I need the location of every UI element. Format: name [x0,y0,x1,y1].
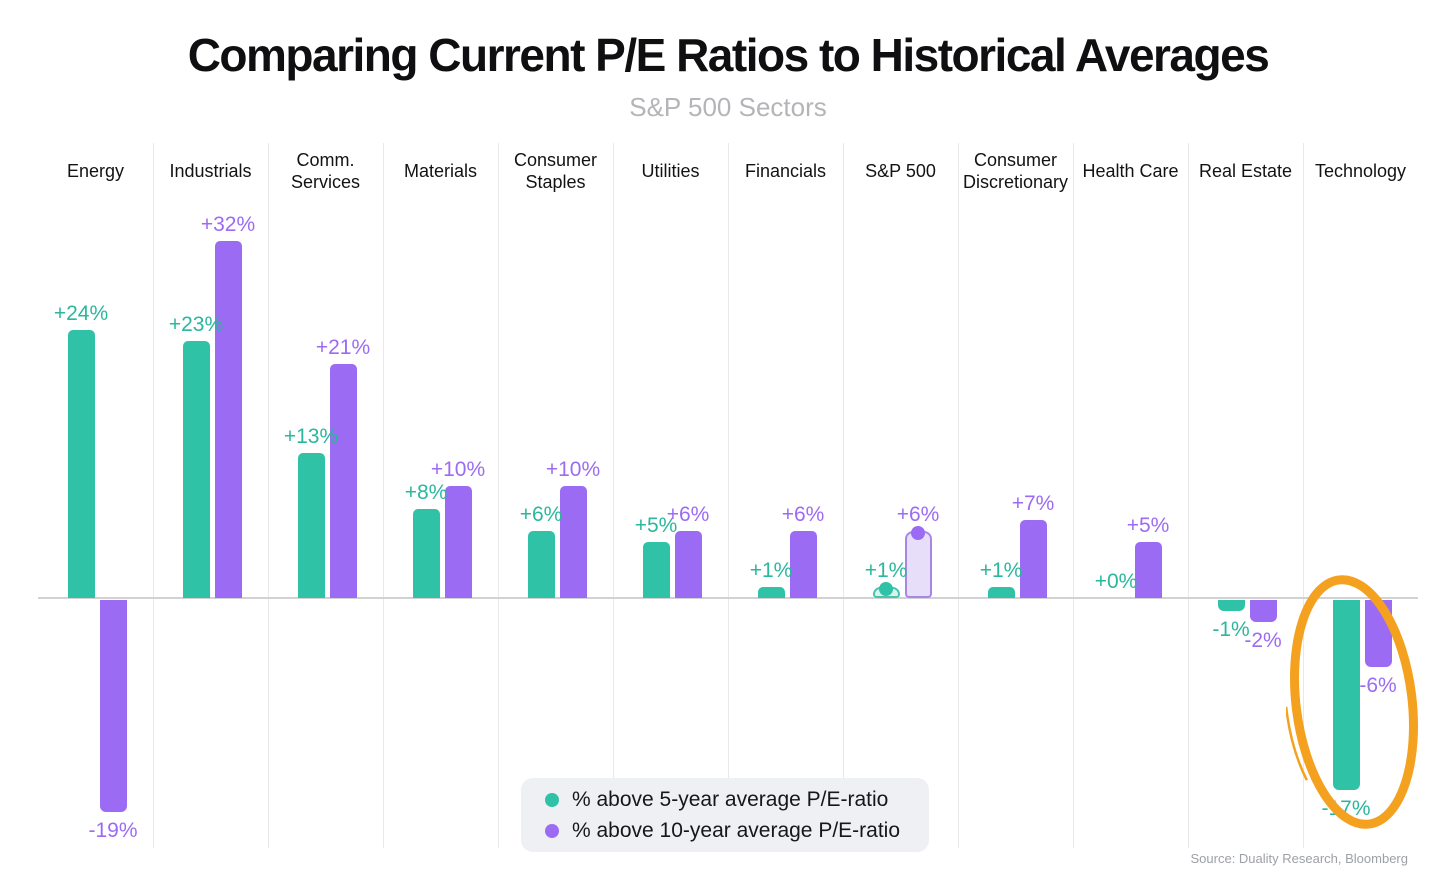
value-label-energy: -19% [88,819,138,842]
value-label-consumer-staples: +10% [545,458,601,481]
bar-10yr-energy [99,600,127,812]
chart-title: Comparing Current P/E Ratios to Historic… [187,29,1270,81]
bar-5yr-financials [757,587,785,598]
value-label-technology: -6% [1359,674,1397,697]
value-label-industrials: +23% [168,313,224,336]
category-label-s-p-500: S&P 500 [865,161,936,182]
bar-5yr-technology [1332,600,1360,790]
legend-item-5yr: % above 5-year average P/E-ratio [545,788,929,812]
column-divider [153,143,154,848]
bar-10yr-consumer-staples [559,486,587,598]
bar-5yr-consumer-discretionary [987,587,1015,598]
column-divider [843,143,844,848]
category-label-energy: Energy [66,161,125,182]
value-label-consumer-staples: +6% [519,503,563,526]
value-label-materials: +8% [404,481,448,504]
value-label-energy: +24% [53,302,109,325]
value-label-s-p-500: +1% [864,559,908,582]
bar-10yr-industrials [214,241,242,598]
legend-dot-10yr-icon [545,823,559,838]
bar-5yr-energy [67,330,95,598]
bar-5yr-s-p-500 [872,582,900,598]
value-label-materials: +10% [430,458,486,481]
value-label-consumer-discretionary: +7% [1011,492,1055,515]
category-label-comm-services: Comm. Services [290,150,361,192]
value-label-technology: -17% [1321,797,1371,820]
category-label-technology: Technology [1314,161,1407,182]
bar-10yr-comm-services [329,364,357,598]
column-divider [1303,143,1304,848]
bar-10yr-financials [789,531,817,598]
value-label-real-estate: -2% [1244,629,1282,652]
category-label-consumer-discretionary: Consumer Discretionary [962,150,1069,192]
bar-5yr-industrials [182,341,210,598]
bar-5yr-comm-services [297,453,325,598]
value-label-health-care: +0% [1094,570,1138,593]
column-divider [728,143,729,848]
legend-label-10yr: % above 10-year average P/E-ratio [572,818,901,842]
column-divider [958,143,959,848]
column-divider [383,143,384,848]
column-divider [268,143,269,848]
category-label-utilities: Utilities [641,161,700,182]
value-label-health-care: +5% [1126,514,1170,537]
value-label-financials: +6% [781,503,825,526]
bar-10yr-consumer-discretionary [1019,520,1047,598]
category-label-financials: Financials [744,161,827,182]
legend-dot-5yr-icon [545,792,559,807]
value-label-industrials: +32% [200,213,256,236]
legend-label-5yr: % above 5-year average P/E-ratio [572,787,889,811]
bar-5yr-consumer-staples [527,531,555,598]
zero-baseline [38,597,1418,599]
category-label-materials: Materials [403,161,478,182]
bar-10yr-technology [1364,600,1392,667]
category-label-real-estate: Real Estate [1198,161,1293,182]
value-label-comm-services: +13% [283,425,339,448]
series-marker-dot [879,582,893,596]
column-divider [498,143,499,848]
source-attribution: Source: Duality Research, Bloomberg [1190,851,1409,866]
value-label-utilities: +5% [634,514,678,537]
category-label-industrials: Industrials [169,161,252,182]
bar-10yr-health-care [1134,542,1162,598]
legend-item-10yr: % above 10-year average P/E-ratio [545,819,929,843]
category-label-consumer-staples: Consumer Staples [513,150,598,192]
category-label-health-care: Health Care [1082,161,1179,182]
column-divider [613,143,614,848]
bar-10yr-utilities [674,531,702,598]
value-label-utilities: +6% [666,503,710,526]
value-label-real-estate: -1% [1212,618,1250,641]
value-label-comm-services: +21% [315,336,371,359]
bar-10yr-materials [444,486,472,598]
bar-5yr-real-estate [1217,600,1245,611]
bar-10yr-s-p-500 [904,526,932,598]
bar-5yr-utilities [642,542,670,598]
bar-10yr-real-estate [1249,600,1277,622]
column-divider [1188,143,1189,848]
value-label-consumer-discretionary: +1% [979,559,1023,582]
column-divider [1073,143,1074,848]
bar-5yr-materials [412,509,440,598]
chart-legend: % above 5-year average P/E-ratio % above… [521,778,929,852]
series-marker-dot [911,526,925,540]
value-label-s-p-500: +6% [896,503,940,526]
chart-subtitle: S&P 500 Sectors [629,92,827,122]
value-label-financials: +1% [749,559,793,582]
